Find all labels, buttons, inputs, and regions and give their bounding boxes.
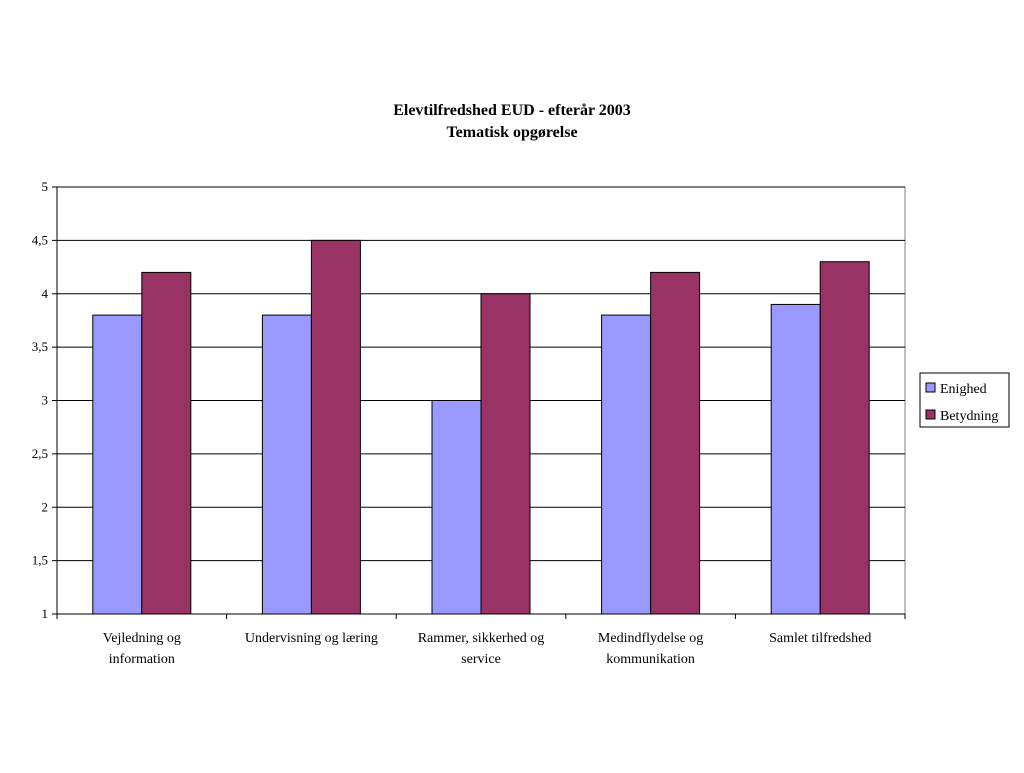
- legend: Enighed Betydning: [919, 372, 1010, 428]
- x-category-label: Vejledning og: [103, 631, 181, 646]
- bar-enighed: [770, 303, 821, 615]
- bar-betydning: [141, 271, 192, 615]
- y-tick-label: 3,5: [32, 339, 48, 354]
- bar-betydning: [480, 293, 531, 615]
- bar-betydning: [650, 271, 701, 615]
- y-tick-label: 4,5: [32, 232, 48, 247]
- y-tick-label: 2,5: [32, 446, 48, 461]
- legend-label-enighed: Enighed: [940, 382, 987, 397]
- bar-enighed: [261, 314, 312, 615]
- chart-title: Elevtilfredshed EUD - efterår 2003: [393, 102, 631, 119]
- x-category-label: Undervisning og læring: [245, 631, 378, 646]
- bar-enighed: [601, 314, 652, 615]
- bar-betydning: [310, 239, 361, 615]
- x-category-label: Rammer, sikkerhed og: [418, 631, 545, 646]
- legend-label-betydning: Betydning: [940, 409, 998, 424]
- x-category-labels: Vejledning og information Undervisning og …: [103, 631, 872, 667]
- x-category-label: information: [109, 652, 175, 667]
- y-tick-label: 4: [42, 286, 49, 301]
- axes: [52, 186, 906, 619]
- y-tick-label: 2: [42, 499, 49, 514]
- y-tick-label: 3: [42, 393, 49, 408]
- bars: [92, 239, 870, 615]
- y-tick-label: 5: [42, 179, 49, 194]
- y-tick-label: 1: [42, 606, 49, 621]
- y-tick-label: 1,5: [32, 553, 48, 568]
- chart-subtitle: Tematisk opgørelse: [446, 124, 577, 141]
- legend-swatch-betydning: [925, 409, 936, 420]
- x-category-label: Samlet tilfredshed: [769, 631, 871, 646]
- x-category-label: service: [461, 652, 501, 667]
- x-category-label: Medindflydelse og: [598, 631, 703, 646]
- bar-enighed: [431, 400, 482, 615]
- bar-betydning: [819, 261, 870, 615]
- bar-enighed: [92, 314, 143, 615]
- y-tick-labels: 1 1,5 2 2,5 3 3,5 4 4,5 5: [32, 179, 49, 621]
- x-category-label: kommunikation: [606, 652, 695, 667]
- legend-swatch-enighed: [925, 382, 936, 393]
